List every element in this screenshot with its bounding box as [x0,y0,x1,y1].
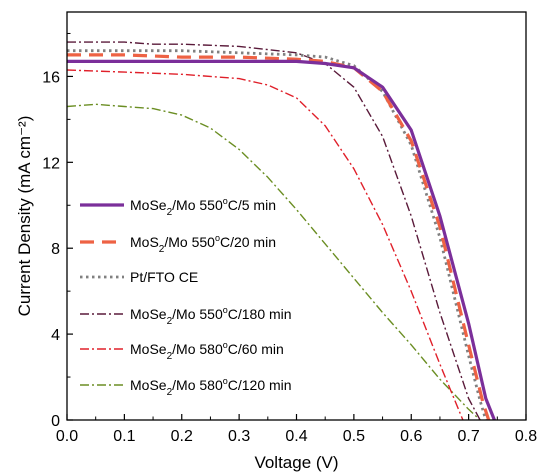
series-line [67,49,488,420]
legend-subscript: 2 [167,387,173,398]
legend-subscript: 2 [167,207,173,218]
legend-text: C/5 min [228,197,276,213]
legend-text: /Mo 550 [172,197,223,213]
y-tick-label: 12 [42,155,60,172]
legend-text: C/60 min [228,341,284,357]
y-axis: 0 4 8 12 16 [42,32,73,430]
x-tick-label: 0.6 [400,428,422,445]
x-tick-label: 0.3 [228,428,250,445]
legend-superscript: o [215,233,220,243]
x-tick-label: 0.1 [113,428,135,445]
legend-subscript: 2 [167,351,173,362]
x-axis: 0.0 0.1 0.2 0.3 0.4 0.5 0.6 0.7 0.8 [56,414,537,445]
legend-entry: Pt/FTO CE [130,269,198,285]
legend-text: Pt/FTO CE [130,269,198,285]
legend-text: MoSe [130,377,167,393]
x-tick-label: 0.5 [343,428,365,445]
y-tick-label: 4 [51,327,60,344]
legend-superscript: o [223,376,228,386]
legend-text: C/20 min [220,234,276,250]
legend-text: MoS [130,234,159,250]
y-axis-label: Current Density (mA cm⁻²) [15,116,34,317]
legend-text: /Mo 550 [164,234,215,250]
x-axis-label: Voltage (V) [254,453,338,472]
legend-entry: MoSe2/Mo 580oC/60 min [130,340,284,362]
series-line [67,103,481,420]
legend-superscript: o [223,340,228,350]
legend-text: /Mo 580 [172,341,223,357]
legend-superscript: o [223,196,228,206]
x-tick-label: 0.8 [515,428,537,445]
legend-entry: MoSe2/Mo 550oC/5 min [130,196,276,218]
legend-text: C/180 min [228,306,292,322]
legend-text: MoSe [130,341,167,357]
series-layer [67,41,496,420]
legend-subscript: 2 [167,316,173,327]
x-tick-label: 0.7 [458,428,480,445]
x-tick-label: 0.4 [285,428,307,445]
x-tick-label: 0.0 [56,428,78,445]
legend-subscript: 2 [159,244,165,255]
y-tick-label: 16 [42,69,60,86]
legend-text: /Mo 580 [172,377,223,393]
legend-text: MoSe [130,197,167,213]
series-line [67,69,464,420]
y-tick-label: 8 [51,241,60,258]
legend-entry: MoS2/Mo 550oC/20 min [130,233,276,255]
x-tick-label: 0.2 [171,428,193,445]
legend-superscript: o [223,305,228,315]
series-line [67,41,481,420]
legend-entry: MoSe2/Mo 580oC/120 min [130,376,292,398]
legend-text: C/120 min [228,377,292,393]
series-line [67,59,496,420]
y-tick-label: 0 [51,413,60,430]
legend-text: MoSe [130,306,167,322]
legend-entry: MoSe2/Mo 550oC/180 min [130,305,292,327]
legend-text: /Mo 550 [172,306,223,322]
